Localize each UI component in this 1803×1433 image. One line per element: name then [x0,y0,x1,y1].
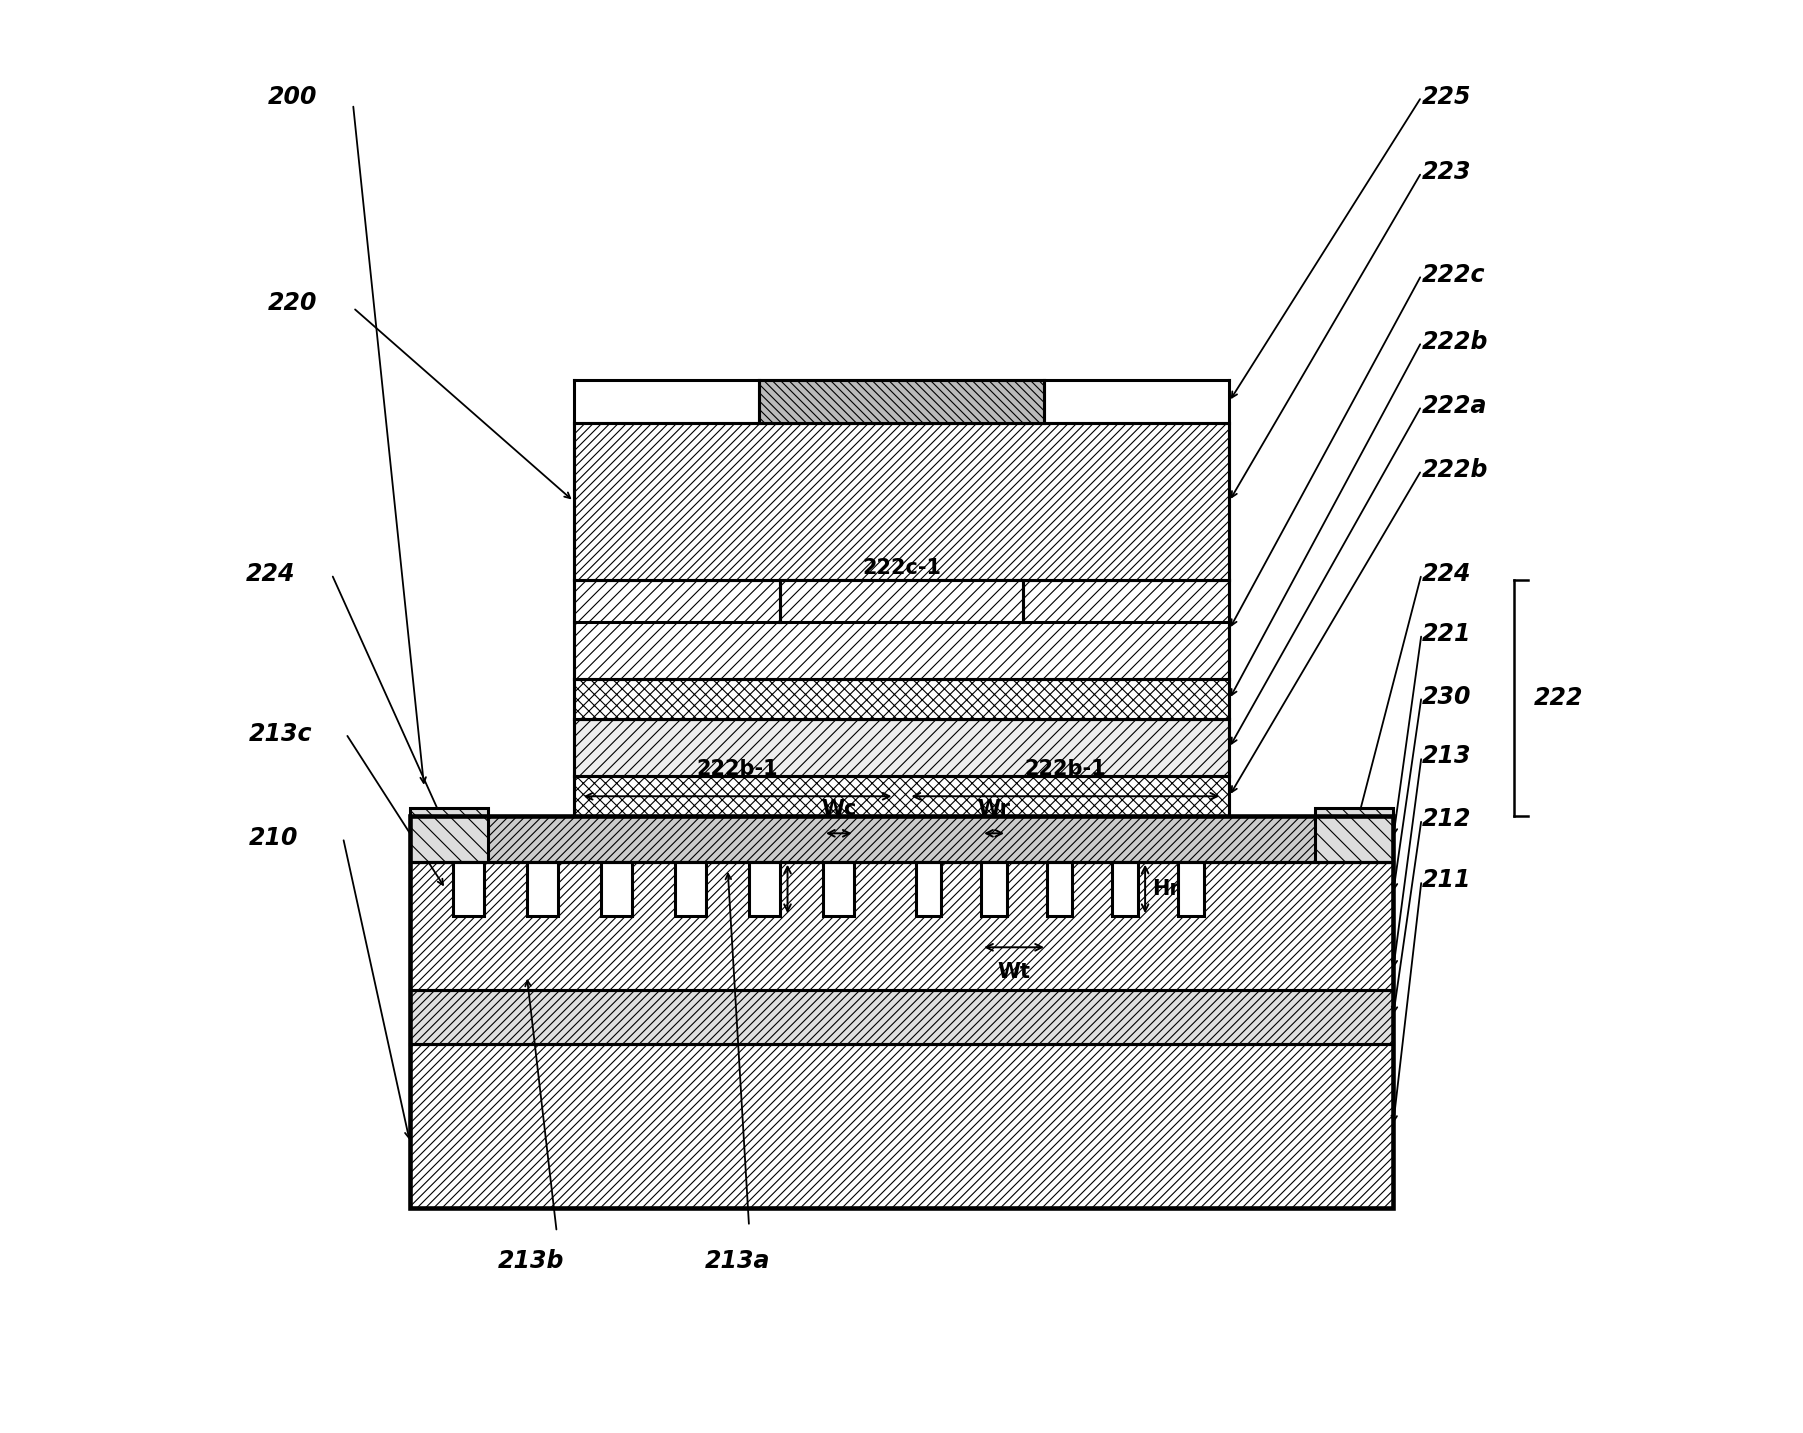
Text: Wt: Wt [997,962,1031,982]
Text: 211: 211 [1421,868,1471,893]
Bar [981,861,1006,916]
Bar [1112,861,1138,916]
Text: 213b: 213b [498,1248,564,1273]
Bar [759,380,1044,423]
Bar [1177,861,1204,916]
Text: 222c-1: 222c-1 [862,557,941,577]
Text: 224: 224 [1421,562,1471,586]
Bar [409,861,1394,990]
Bar [573,777,1230,817]
Bar [573,719,1230,777]
Text: 213: 213 [1421,744,1471,768]
Text: Wc: Wc [820,800,856,820]
Text: 225: 225 [1421,85,1471,109]
Text: Hc: Hc [750,878,781,898]
Bar [1314,808,1394,861]
Text: 210: 210 [249,825,299,850]
Text: 230: 230 [1421,685,1471,708]
Bar [781,580,1022,622]
Bar [573,679,1230,719]
Text: 220: 220 [267,291,317,315]
Bar [674,861,707,916]
Bar [409,990,1394,1045]
Bar [526,861,559,916]
Bar [453,861,483,916]
Text: 222b-1: 222b-1 [696,759,779,780]
Text: 222c: 222c [1421,262,1486,287]
Text: 213a: 213a [705,1248,770,1273]
Text: 222b-1: 222b-1 [1024,759,1107,780]
Bar [824,861,855,916]
Text: 222b: 222b [1421,459,1487,481]
Bar [600,861,633,916]
Bar [1048,861,1073,916]
Bar [573,580,1230,679]
Text: 213c: 213c [249,722,312,745]
Bar [409,817,1394,861]
Bar [409,817,1394,1208]
Text: 222b: 222b [1421,330,1487,354]
Text: 212: 212 [1421,807,1471,831]
Text: 222a: 222a [1421,394,1487,418]
Text: 221: 221 [1421,622,1471,646]
Bar [409,1045,1394,1208]
Text: 223: 223 [1421,160,1471,185]
Text: 224: 224 [247,562,296,586]
Bar [748,861,781,916]
Bar [573,423,1230,580]
Text: Wr: Wr [977,800,1011,820]
Bar [916,861,941,916]
Text: 222: 222 [1534,686,1583,709]
Bar [409,808,489,861]
Text: Hr: Hr [1152,878,1179,898]
Text: 200: 200 [267,85,317,109]
